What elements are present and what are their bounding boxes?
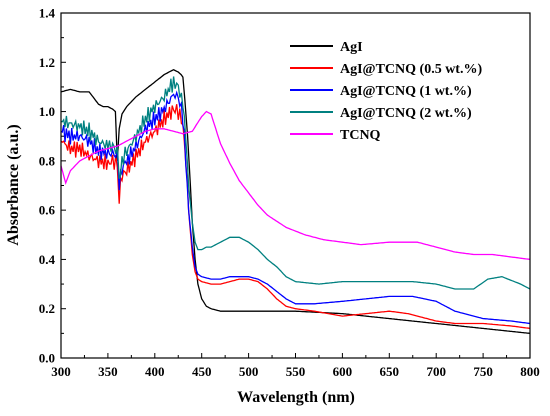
series-line-2 xyxy=(60,104,531,330)
legend: AgI AgI@TCNQ (0.5 wt.%) AgI@TCNQ (1 wt.%) A… xyxy=(290,40,482,143)
y-tick-label: 0.0 xyxy=(39,351,55,366)
legend-label: TCNQ xyxy=(340,128,381,143)
x-tick-label: 450 xyxy=(192,364,212,379)
legend-label: AgI@TCNQ (0.5 wt.%) xyxy=(340,62,482,77)
x-tick-label: 350 xyxy=(98,364,118,379)
series-line-4 xyxy=(60,76,531,290)
x-tick-label: 400 xyxy=(145,364,165,379)
series-line-5 xyxy=(60,110,531,261)
y-tick-label: 0.6 xyxy=(39,203,56,218)
legend-label: AgI@TCNQ (1 wt.%) xyxy=(340,84,472,99)
y-tick-label: 1.2 xyxy=(39,55,55,70)
x-tick-label: 650 xyxy=(380,364,400,379)
x-tick-label: 750 xyxy=(473,364,493,379)
y-tick-label: 1.4 xyxy=(39,6,56,21)
x-axis-title: Wavelength (nm) xyxy=(237,389,355,406)
legend-label: AgI@TCNQ (2 wt.%) xyxy=(340,106,472,121)
series-line-3 xyxy=(60,90,531,325)
x-tick-label: 300 xyxy=(51,364,71,379)
x-tick-label: 800 xyxy=(520,364,540,379)
y-tick-label: 0.8 xyxy=(39,153,56,168)
plot-area xyxy=(60,68,531,335)
y-tick-label: 0.4 xyxy=(39,252,56,267)
x-tick-label: 700 xyxy=(426,364,446,379)
series-line-1 xyxy=(60,68,531,335)
x-tick-label: 550 xyxy=(286,364,306,379)
x-tick-label: 600 xyxy=(333,364,353,379)
y-axis-title: Absorbance (a.u.) xyxy=(5,124,22,245)
x-tick-label: 500 xyxy=(239,364,259,379)
y-tick-label: 1.0 xyxy=(39,104,55,119)
legend-label: AgI xyxy=(340,40,363,55)
y-tick-label: 0.2 xyxy=(39,301,55,316)
axes: 300 350 400 450 500 550 600 650 700 750 800 0.0 0.2 0… xyxy=(39,6,540,380)
